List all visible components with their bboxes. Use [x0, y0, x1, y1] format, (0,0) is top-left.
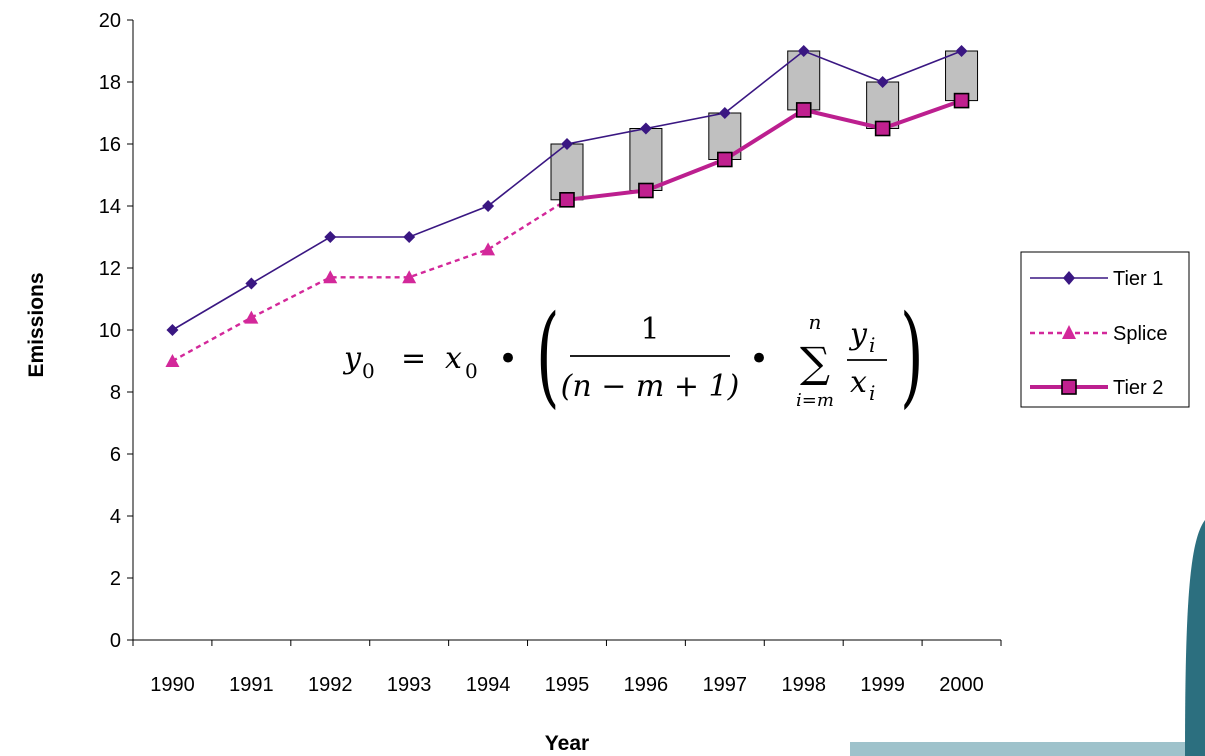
formula-equals: = — [401, 341, 426, 376]
x-tick-label: 1990 — [150, 674, 195, 696]
y-tick-label: 14 — [99, 196, 121, 218]
formula-y-subscript: 0 — [362, 359, 375, 383]
formula-numerator: 1 — [640, 312, 659, 347]
gap-box — [787, 50, 821, 111]
formula-x: x — [445, 341, 462, 376]
y-tick-label: 18 — [99, 72, 121, 94]
legend-label-splice: Splice — [1113, 323, 1167, 345]
formula-frac-y-sub: i — [869, 333, 875, 357]
data-point-tier1 — [482, 200, 495, 212]
x-tick-label: 1998 — [781, 674, 826, 696]
formula-bullet-1: • — [498, 339, 518, 379]
x-axis-title: Year — [545, 732, 589, 755]
formula-frac-x: x — [850, 365, 867, 400]
formula-right-paren: ) — [900, 291, 924, 419]
formula-sigma: ∑ — [800, 338, 830, 387]
x-tick-label: 1993 — [387, 674, 432, 696]
formula-denominator: (n − m + 1) — [561, 369, 740, 404]
formula-frac-y: y — [848, 317, 868, 352]
data-point-tier1 — [245, 277, 258, 290]
data-point-splice — [165, 354, 180, 367]
splice-formula: y 0 = x 0 • ( 1 (n − m + 1) • n ∑ i=m y … — [342, 291, 924, 419]
formula-frac-x-sub: i — [869, 381, 875, 405]
data-point-tier2 — [638, 182, 654, 199]
legend-label-tier1: Tier 1 — [1113, 268, 1163, 290]
formula-left-paren: ( — [536, 291, 560, 419]
data-point-tier2 — [953, 92, 970, 109]
legend-marker-tier1 — [1063, 271, 1075, 285]
legend-item-tier2: Tier 2 — [1030, 377, 1163, 399]
formula-y: y — [342, 341, 362, 376]
data-point-splice — [402, 270, 417, 284]
data-point-tier1 — [561, 138, 573, 150]
y-axis-title: Emissions — [25, 272, 48, 377]
data-point-tier2 — [874, 120, 891, 137]
y-tick-label: 6 — [110, 444, 121, 466]
data-point-tier2 — [559, 192, 575, 208]
x-tick-label: 1991 — [229, 674, 274, 696]
y-tick-label: 12 — [99, 258, 121, 280]
x-tick-label: 1996 — [624, 674, 669, 696]
legend: Tier 1 Splice Tier 2 — [1020, 251, 1190, 408]
data-point-tier1 — [876, 76, 889, 88]
legend-item-tier1: Tier 1 — [1030, 268, 1163, 290]
x-tick-label: 1994 — [466, 674, 511, 696]
legend-marker-splice — [1062, 325, 1076, 339]
data-point-tier2 — [795, 102, 812, 118]
data-point-splice — [481, 242, 496, 256]
y-tick-label: 4 — [110, 506, 121, 528]
data-point-splice — [323, 270, 338, 284]
legend-item-splice: Splice — [1030, 323, 1167, 345]
y-tick-label: 10 — [99, 320, 121, 342]
formula-sum-lower: i=m — [796, 390, 834, 411]
data-point-tier1 — [718, 107, 731, 119]
x-tick-label: 1999 — [860, 674, 905, 696]
x-tick-label: 2000 — [939, 674, 984, 696]
teal-corner-shape — [1185, 520, 1205, 756]
data-point-splice — [244, 310, 259, 324]
data-point-tier2 — [717, 151, 733, 168]
legend-marker-tier2 — [1061, 379, 1077, 395]
y-tick-label: 0 — [110, 630, 121, 652]
legend-label-tier2: Tier 2 — [1113, 377, 1163, 399]
data-point-tier1 — [166, 324, 179, 336]
series-line-tier2 — [566, 98, 963, 202]
formula-bullet-2: • — [749, 339, 769, 379]
y-tick-label: 20 — [99, 10, 121, 32]
gap-box — [629, 128, 663, 191]
series-line-splice — [171, 198, 568, 363]
y-tick-label: 8 — [110, 382, 121, 404]
data-point-tier1 — [639, 122, 652, 135]
formula-sum-upper: n — [809, 310, 822, 334]
x-tick-label: 1995 — [545, 674, 590, 696]
x-tick-label: 1997 — [703, 674, 748, 696]
data-point-tier1 — [955, 45, 968, 57]
data-point-tier1 — [403, 231, 416, 243]
teal-corner-base — [850, 742, 1185, 756]
y-tick-label: 2 — [110, 568, 121, 590]
data-point-tier1 — [324, 231, 337, 243]
formula-x-subscript: 0 — [465, 359, 478, 383]
y-tick-label: 16 — [99, 134, 121, 156]
data-point-tier1 — [797, 45, 810, 57]
x-tick-label: 1992 — [308, 674, 353, 696]
